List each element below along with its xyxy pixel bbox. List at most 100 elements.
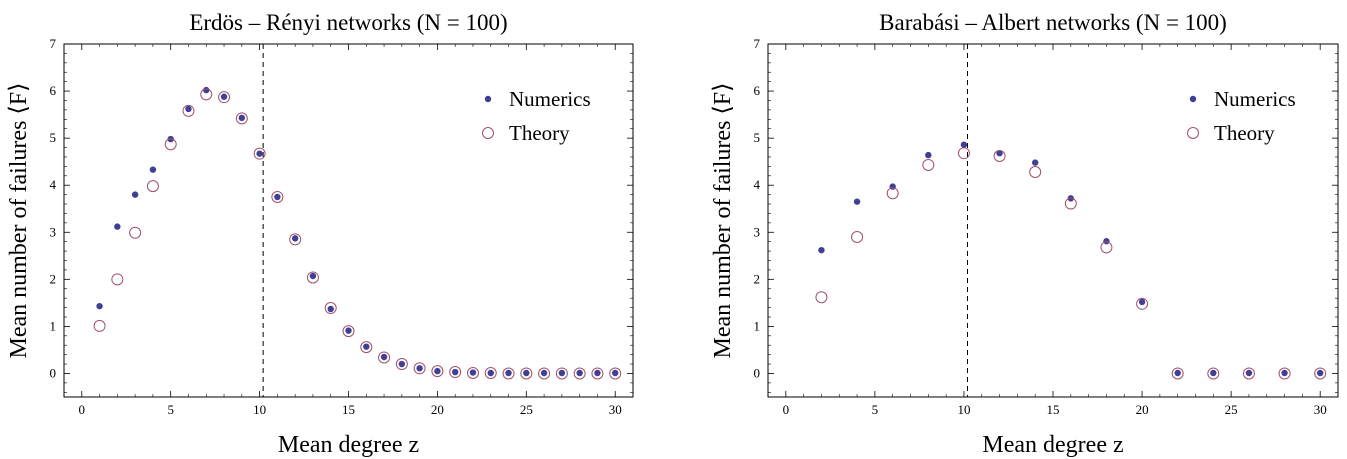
x-tick-label: 25	[520, 402, 533, 417]
theory-point	[395, 358, 408, 371]
legend: Numerics Theory	[1187, 87, 1296, 145]
theory-point	[146, 180, 159, 193]
chart-panel-2: 0 5 10 15 20 25 30 0 1 2 3 4 5 6 7 Numerics Theory Barabá…	[710, 10, 1339, 458]
y-tick-label: 1	[754, 318, 761, 333]
y-tick-label: 0	[754, 365, 761, 380]
y-axis-label: Mean number of failures ⟨F⟩	[6, 83, 32, 359]
numerics-point	[487, 369, 494, 377]
legend-label: Numerics	[509, 87, 591, 111]
numerics-point	[363, 343, 370, 350]
numerics-point	[398, 360, 406, 368]
numerics-point	[327, 305, 334, 313]
numerics-point	[185, 105, 192, 113]
theory-point	[413, 362, 426, 375]
x-tick-label: 5	[167, 402, 174, 417]
numerics-point	[996, 149, 1003, 157]
numerics-point	[1138, 298, 1146, 306]
y-tick-label: 7	[754, 36, 761, 51]
x-tick-label: 20	[431, 402, 444, 417]
chart-title: Erdös – Rényi networks (N = 100)	[189, 10, 507, 35]
legend-label: Numerics	[1214, 87, 1296, 111]
numerics-point	[889, 183, 896, 190]
numerics-point	[203, 86, 210, 94]
numerics-point	[114, 223, 121, 230]
y-tick-label: 1	[50, 318, 57, 333]
numerics-point	[1174, 369, 1181, 377]
numerics-point	[594, 369, 601, 377]
theory-point	[1278, 367, 1291, 380]
x-axis-label: Mean degree z	[982, 432, 1123, 458]
numerics-point	[1316, 369, 1324, 377]
theory-point	[591, 367, 604, 380]
numerics-point	[291, 235, 299, 242]
theory-point	[1207, 367, 1220, 380]
legend-marker-numerics	[484, 95, 492, 103]
legend-marker-theory	[482, 127, 494, 139]
x-tick-label: 0	[79, 402, 86, 417]
numerics-point	[469, 369, 477, 376]
numerics-point	[1103, 238, 1110, 245]
theory-point	[922, 158, 935, 171]
y-tick-label: 6	[754, 83, 761, 98]
theory-point	[324, 302, 337, 315]
theory-point	[573, 367, 586, 380]
numerics-point	[131, 191, 139, 198]
x-tick-label: 15	[342, 402, 355, 417]
numerics-point	[523, 369, 530, 377]
x-tick-label: 25	[1225, 402, 1238, 417]
y-tick-label: 4	[754, 177, 761, 192]
theory-point	[851, 230, 864, 243]
y-axis-label: Mean number of failures ⟨F⟩	[710, 83, 736, 359]
theory-point	[378, 351, 391, 364]
theory-point	[1136, 297, 1149, 310]
theory-point	[289, 233, 302, 246]
numerics-point	[434, 367, 441, 375]
numerics-point	[558, 369, 566, 377]
theory-point	[538, 367, 551, 380]
numerics-point	[256, 150, 263, 157]
numerics-point	[576, 369, 583, 377]
theory-point	[271, 190, 284, 203]
theory-point	[886, 187, 899, 200]
x-tick-label: 30	[609, 402, 622, 417]
legend-marker-theory	[1187, 127, 1199, 139]
theory-point	[93, 319, 106, 332]
chart-panel-1: 0 5 10 15 20 25 30 0 1 2 3 4 5 6 7 Numerics Theory Erdös …	[6, 10, 634, 458]
numerics-point	[451, 368, 459, 376]
theory-point	[431, 365, 444, 378]
legend-marker-numerics	[1189, 95, 1197, 103]
chart-title: Barabási – Albert networks (N = 100)	[879, 10, 1227, 35]
x-tick-label: 5	[872, 402, 879, 417]
theory-point	[360, 341, 373, 354]
legend-label: Theory	[509, 121, 570, 145]
theory-point	[957, 147, 970, 160]
theory-point	[466, 366, 479, 379]
numerics-point	[925, 151, 932, 159]
x-tick-label: 0	[783, 402, 790, 417]
numerics-point	[309, 272, 317, 280]
theory-point	[164, 138, 177, 151]
numerics-point	[238, 114, 246, 122]
x-tick-label: 10	[957, 402, 970, 417]
theory-point	[182, 104, 195, 117]
numerics-point	[1281, 369, 1288, 377]
numerics-point	[960, 141, 968, 148]
theory-point	[253, 147, 266, 160]
theory-point	[449, 366, 462, 379]
y-tick-label: 7	[50, 36, 57, 51]
legend: Numerics Theory	[482, 87, 591, 145]
y-tick-label: 5	[754, 130, 761, 145]
numerics-point	[505, 369, 512, 377]
numerics-point	[612, 369, 619, 377]
theory-point	[609, 367, 622, 380]
numerics-point	[149, 166, 157, 173]
y-tick-label: 3	[50, 224, 57, 239]
legend-label: Theory	[1214, 121, 1275, 145]
numerics-point	[1031, 159, 1039, 166]
numerics-point	[416, 365, 423, 372]
x-tick-label: 30	[1314, 402, 1327, 417]
theory-point	[1171, 367, 1184, 380]
theory-point	[1100, 241, 1113, 254]
theory-point	[111, 273, 124, 286]
numerics-point	[1210, 369, 1217, 377]
